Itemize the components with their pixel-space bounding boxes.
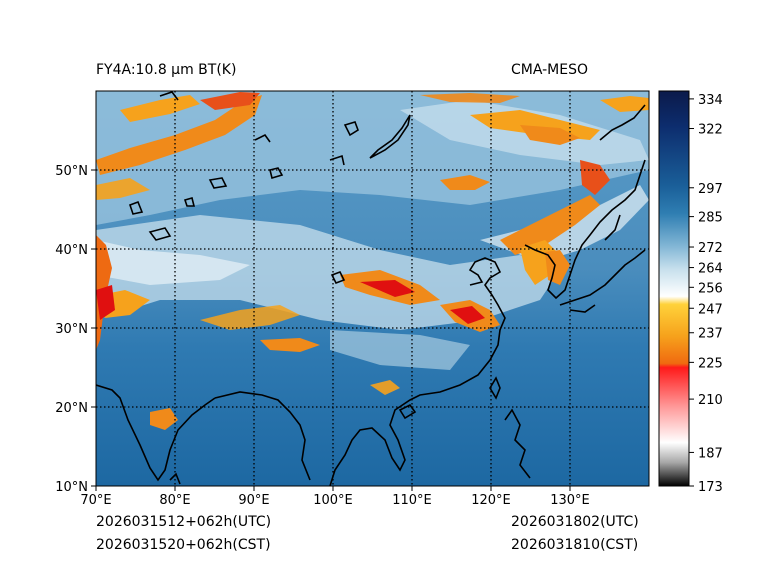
lon-label: 70°E <box>80 493 111 508</box>
colorbar-tick-label: 173 <box>698 480 723 495</box>
init-time-cst: 2026031520+062h(CST) <box>96 537 271 553</box>
lon-label: 130°E <box>550 493 590 508</box>
colorbar-tick-label: 272 <box>698 241 723 256</box>
lon-label: 90°E <box>238 493 269 508</box>
colorbar-tick-label: 225 <box>698 356 723 371</box>
lon-label: 120°E <box>471 493 511 508</box>
colorbar <box>658 90 690 487</box>
lat-label: 40°N <box>55 243 88 258</box>
lon-label: 100°E <box>313 493 353 508</box>
init-time-utc: 2026031512+062h(UTC) <box>96 514 272 530</box>
colorbar-tick-label: 210 <box>698 393 723 408</box>
colorbar-tick-label: 256 <box>698 281 723 296</box>
colorbar-tick-label: 264 <box>698 262 723 277</box>
lon-label: 80°E <box>159 493 190 508</box>
lat-label: 50°N <box>55 164 88 179</box>
graticule <box>96 91 649 486</box>
valid-time-cst: 2026031810(CST) <box>511 537 639 553</box>
valid-time-utc: 2026031802(UTC) <box>511 514 639 530</box>
right-title: CMA-MESO <box>511 62 589 78</box>
axis-ticks <box>91 169 571 491</box>
map-frame <box>95 90 650 487</box>
lon-label: 110°E <box>392 493 432 508</box>
lat-label: 10°N <box>55 480 88 495</box>
colorbar-ticks: 334 322 297 285 272 264 256 247 237 225 210 187 173 <box>689 93 723 495</box>
colorbar-tick-label: 187 <box>698 446 723 461</box>
lat-label: 30°N <box>55 322 88 337</box>
colorbar-tick-label: 334 <box>698 93 723 108</box>
coastlines <box>96 91 646 486</box>
colorbar-tick-label: 285 <box>698 211 723 226</box>
cloud-layer <box>96 91 649 430</box>
colorbar-tick-label: 322 <box>698 123 723 138</box>
colorbar-tick-label: 297 <box>698 182 723 197</box>
colorbar-tick-label: 247 <box>698 302 723 317</box>
left-title: FY4A:10.8 μm BT(K) <box>96 62 237 78</box>
lat-label: 20°N <box>55 401 88 416</box>
colorbar-tick-label: 237 <box>698 327 723 342</box>
